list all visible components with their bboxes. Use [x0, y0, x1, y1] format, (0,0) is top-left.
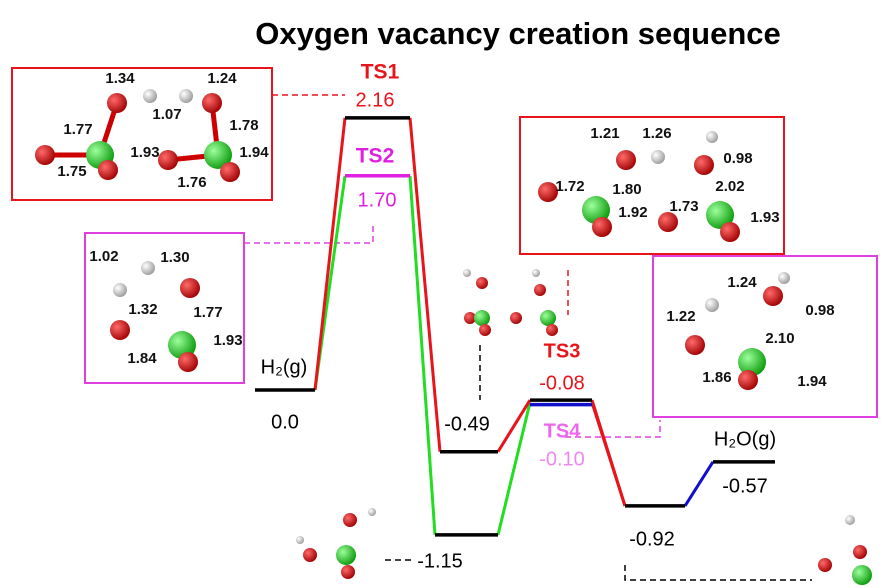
bond-label: 1.72 — [555, 178, 584, 195]
bond-label: 1.24 — [207, 70, 237, 87]
bond-label: 0.98 — [723, 150, 752, 167]
energy-label: -1.15 — [417, 550, 463, 572]
bond-label: 1.93 — [750, 209, 779, 226]
bond-label: 1.32 — [128, 301, 157, 318]
bond-label: 1.94 — [797, 373, 827, 390]
energy-label: -0.08 — [539, 372, 585, 394]
bond-label: 1.77 — [193, 304, 222, 321]
bond-label: 1.02 — [89, 248, 118, 265]
bond-label: 1.86 — [702, 369, 731, 386]
bond-label: 2.02 — [715, 178, 744, 195]
bond-label: 1.78 — [229, 117, 258, 134]
bond-label: 2.10 — [765, 330, 794, 347]
bond-label: 1.92 — [618, 204, 647, 221]
energy-label: 1.70 — [358, 189, 397, 211]
energy-label: 2.16 — [356, 89, 395, 111]
bond-label: 1.94 — [239, 144, 269, 161]
bond-label: 1.93 — [130, 144, 159, 161]
bond-label: 1.75 — [57, 163, 86, 180]
title: Oxygen vacancy creation sequence — [255, 16, 781, 51]
level-name: TS3 — [544, 340, 581, 362]
connector — [685, 462, 713, 506]
level-name: TS1 — [361, 61, 400, 84]
bond-label: 1.80 — [612, 181, 641, 198]
bond-label: 1.73 — [669, 198, 698, 215]
molecule-small — [296, 269, 872, 585]
energy-label: -0.10 — [539, 448, 585, 470]
leaders — [244, 95, 812, 580]
bond-label: 1.26 — [642, 125, 671, 142]
inset-1: 1.02 1.30 1.32 1.77 1.93 1.84 — [89, 248, 242, 367]
level-name: H₂(g) — [261, 356, 308, 378]
level-name: TS2 — [356, 145, 395, 168]
level-name: TS4 — [544, 420, 582, 442]
connector — [315, 118, 345, 390]
bond-label: 1.93 — [213, 332, 242, 349]
bond-label: 1.76 — [177, 174, 206, 191]
energy-diagram: Oxygen vacancy creation sequence — [0, 0, 886, 588]
bond-label: 1.34 — [105, 70, 135, 87]
energy-label: 0.0 — [271, 411, 299, 433]
energy-label: -0.92 — [629, 528, 675, 550]
energy-label: -0.57 — [722, 475, 768, 497]
bond-label: 1.77 — [63, 121, 92, 138]
connector — [498, 403, 530, 535]
bond-label: 1.21 — [590, 125, 619, 142]
bond-label: 1.24 — [727, 274, 757, 291]
bond-label: 1.07 — [152, 106, 181, 123]
bond-label: 1.84 — [127, 350, 157, 367]
connector — [592, 400, 625, 506]
bond-label: 1.30 — [160, 249, 189, 266]
energy-label: -0.49 — [444, 413, 490, 435]
bond-label: 1.22 — [666, 308, 695, 325]
level-name: H₂O(g) — [714, 428, 776, 450]
bond-label: 0.98 — [805, 302, 834, 319]
